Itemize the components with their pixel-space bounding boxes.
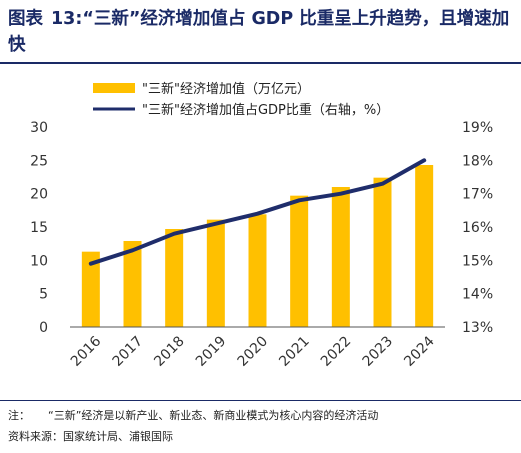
- footnote: 注： “三新”经济是以新产业、新业态、新商业模式为核心内容的经济活动: [8, 407, 513, 423]
- y-left-tick-label: 5: [39, 287, 48, 303]
- title-prefix: 图表: [8, 9, 43, 29]
- y-right-tick-label: 15%: [462, 253, 493, 269]
- y-right-tick-label: 14%: [462, 287, 493, 303]
- bar-2019: [206, 219, 225, 327]
- y-axis-left: 0 5 10 15 20 25 30: [30, 120, 48, 336]
- x-tick-label: 2018: [151, 333, 188, 370]
- bar-2024: [415, 165, 434, 327]
- legend: "三新"经济增加值（万亿元） "三新"经济增加值占GDP比重（右轴，%）: [93, 81, 389, 118]
- y-right-tick-label: 13%: [462, 320, 493, 336]
- chart-area: "三新"经济增加值（万亿元） "三新"经济增加值占GDP比重（右轴，%） 0 5 1…: [30, 81, 493, 370]
- y-left-tick-label: 20: [30, 187, 48, 203]
- bar-2021: [290, 195, 309, 327]
- y-axis-right: 13% 14% 15% 16% 17% 18% 19%: [462, 120, 493, 336]
- x-tick-label: 2019: [193, 333, 230, 370]
- x-axis: 2016 2017 2018 2019 2020 2021 2022 2023 2024: [68, 333, 438, 370]
- bar-2020: [248, 214, 267, 327]
- ratio-line-series: [88, 158, 427, 266]
- y-left-tick-label: 15: [30, 220, 48, 236]
- y-left-tick-label: 25: [30, 153, 48, 169]
- y-right-tick-label: 16%: [462, 220, 493, 236]
- source-note: 资料来源：国家统计局、浦银国际: [8, 430, 173, 443]
- bar-series: [81, 165, 434, 327]
- note-text: “三新”经济是以新产业、新业态、新商业模式为核心内容的经济活动: [48, 409, 379, 422]
- note-label: 注：: [8, 409, 30, 422]
- x-tick-label: 2022: [318, 333, 355, 370]
- bar-2018: [165, 229, 184, 327]
- y-left-tick-label: 30: [30, 120, 48, 136]
- y-right-tick-label: 19%: [462, 120, 493, 136]
- x-tick-label: 2024: [401, 333, 438, 370]
- x-tick-label: 2021: [276, 333, 313, 370]
- legend-line-label: "三新"经济增加值占GDP比重（右轴，%）: [142, 102, 389, 118]
- chart-title: 图表 13:“三新”经济增加值占 GDP 比重呈上升趋势，且增速加快: [8, 6, 513, 58]
- legend-bar-swatch: [93, 83, 135, 93]
- title-text: 13:“三新”经济增加值占 GDP 比重呈上升趋势，且增速加快: [8, 9, 510, 55]
- y-left-tick-label: 0: [39, 320, 48, 336]
- x-tick-label: 2016: [68, 333, 105, 370]
- x-tick-label: 2023: [360, 333, 397, 370]
- bottom-divider: [0, 400, 521, 401]
- bar-2022: [331, 187, 350, 327]
- y-left-tick-label: 10: [30, 253, 48, 269]
- legend-bar-label: "三新"经济增加值（万亿元）: [142, 81, 310, 97]
- y-right-tick-label: 18%: [462, 153, 493, 169]
- bar-2016: [81, 251, 100, 327]
- x-tick-label: 2020: [235, 333, 272, 370]
- y-right-tick-label: 17%: [462, 187, 493, 203]
- top-divider: [0, 62, 521, 64]
- x-tick-label: 2017: [110, 333, 147, 370]
- bar-2023: [373, 177, 392, 327]
- bar-2017: [123, 241, 142, 327]
